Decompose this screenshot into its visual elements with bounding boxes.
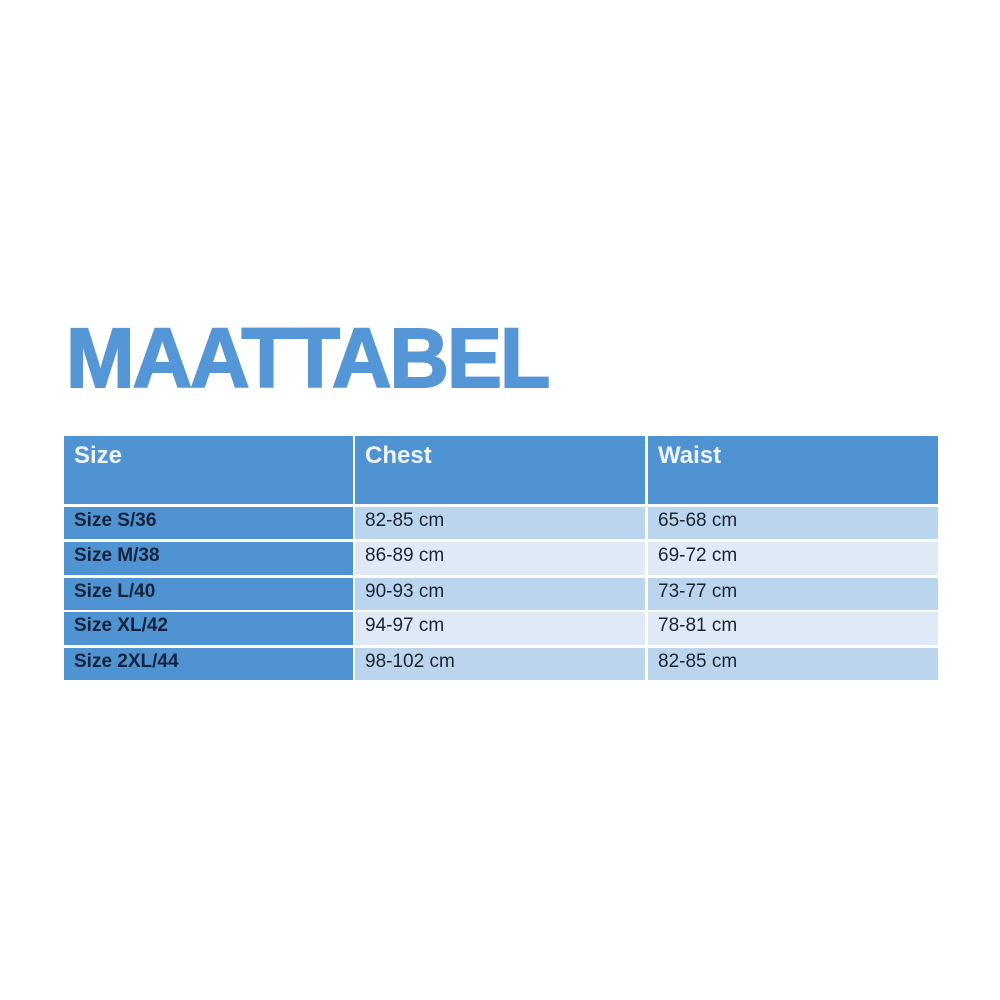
row-size: Size M/38	[64, 542, 353, 575]
page-title: MAATTABEL	[65, 311, 551, 405]
row-waist: 82-85 cm	[648, 648, 938, 680]
header-size: Size	[64, 436, 353, 504]
row-waist: 78-81 cm	[648, 612, 938, 645]
row-chest: 86-89 cm	[355, 542, 645, 575]
row-size: Size L/40	[64, 578, 353, 610]
row-chest: 98-102 cm	[355, 648, 645, 680]
row-chest: 94-97 cm	[355, 612, 645, 645]
row-chest: 90-93 cm	[355, 578, 645, 610]
row-size: Size XL/42	[64, 612, 353, 645]
row-size: Size S/36	[64, 507, 353, 539]
row-chest: 82-85 cm	[355, 507, 645, 539]
row-size: Size 2XL/44	[64, 648, 353, 680]
row-waist: 69-72 cm	[648, 542, 938, 575]
header-waist: Waist	[648, 436, 938, 504]
header-chest: Chest	[355, 436, 645, 504]
row-waist: 73-77 cm	[648, 578, 938, 610]
row-waist: 65-68 cm	[648, 507, 938, 539]
